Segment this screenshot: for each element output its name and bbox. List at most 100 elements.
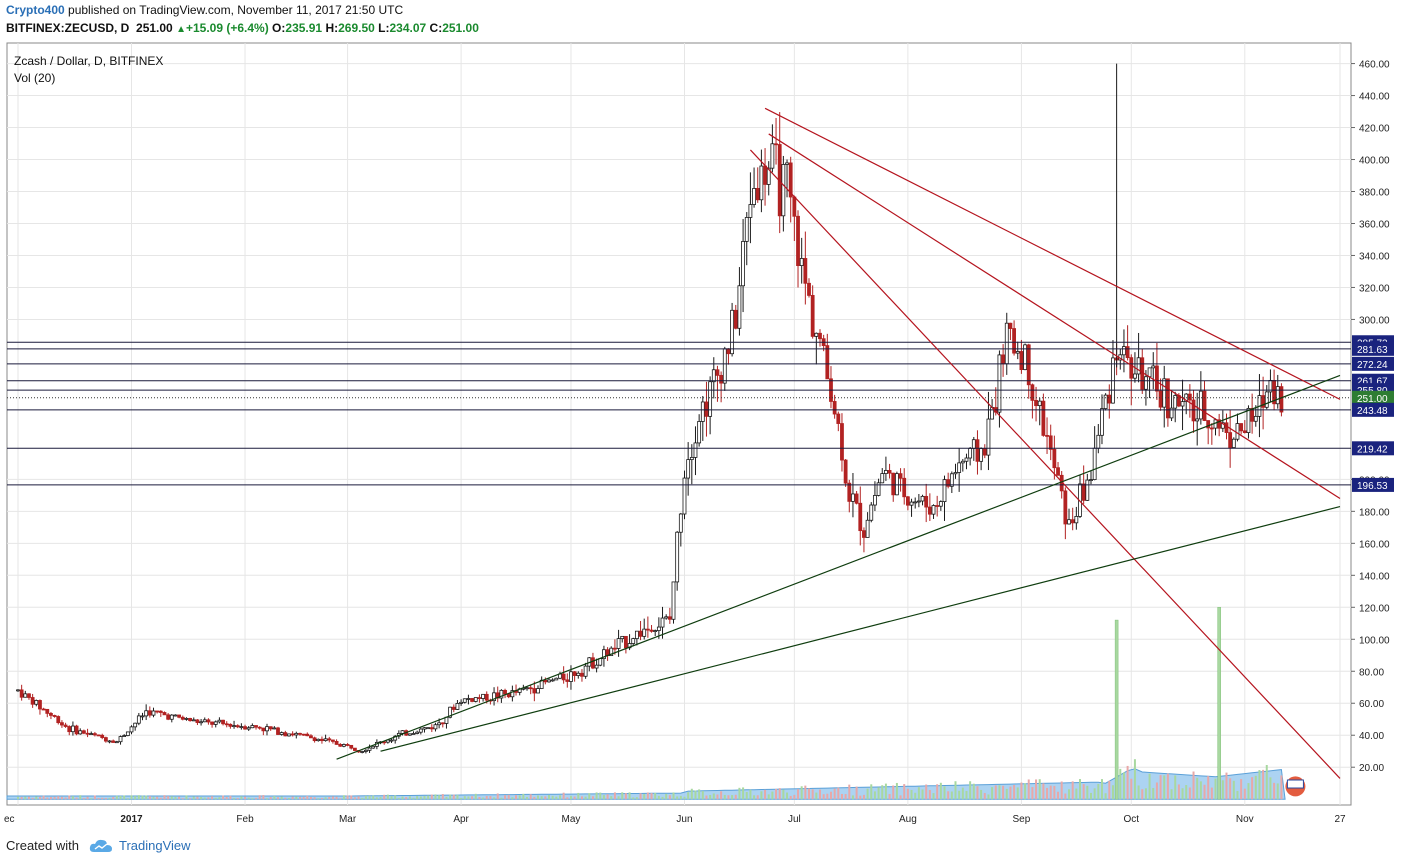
candle-body bbox=[569, 671, 573, 682]
volume-bar bbox=[170, 796, 173, 800]
volume-bar bbox=[317, 798, 320, 800]
author-link[interactable]: Crypto400 bbox=[6, 3, 65, 17]
candle-body bbox=[711, 369, 716, 383]
volume-bar bbox=[137, 795, 140, 800]
candle-body bbox=[594, 664, 599, 669]
candle-body bbox=[1228, 432, 1233, 448]
volume-bar bbox=[24, 796, 27, 800]
volume-bar bbox=[130, 795, 133, 800]
candle-body bbox=[532, 688, 537, 694]
x-tick-label: Sep bbox=[1013, 814, 1031, 825]
candle-body bbox=[759, 165, 764, 201]
candle-body bbox=[78, 730, 83, 735]
volume-bar bbox=[1020, 782, 1023, 800]
volume-bar bbox=[1068, 789, 1071, 800]
volume-bar bbox=[800, 786, 803, 800]
candle-body bbox=[279, 732, 284, 735]
volume-bar bbox=[745, 792, 748, 800]
volume-bar bbox=[859, 795, 862, 800]
tradingview-brand[interactable]: TradingView bbox=[118, 838, 191, 853]
candle-body bbox=[770, 143, 775, 169]
volume-bar bbox=[493, 797, 496, 800]
candle-body bbox=[1004, 322, 1009, 365]
volume-bar bbox=[368, 795, 371, 800]
volume-bar bbox=[145, 795, 148, 800]
candle-body bbox=[682, 477, 687, 515]
volume-bar bbox=[976, 786, 979, 800]
candle-body bbox=[334, 741, 339, 745]
candle-body bbox=[561, 673, 566, 681]
volume-bar bbox=[178, 796, 181, 800]
candle-body bbox=[1012, 328, 1016, 354]
candle-body bbox=[125, 731, 130, 736]
volume-bar bbox=[1185, 785, 1188, 800]
volume-bar bbox=[115, 795, 118, 800]
volume-bar bbox=[756, 795, 759, 800]
candle-body bbox=[916, 500, 921, 503]
candle-body bbox=[34, 700, 39, 705]
candle-body bbox=[221, 719, 225, 725]
candle-body bbox=[781, 164, 786, 217]
y-tick-label: 460.00 bbox=[1359, 60, 1390, 71]
y-tick-label: 440.00 bbox=[1359, 92, 1390, 103]
candle-body bbox=[836, 413, 841, 424]
candle-body bbox=[510, 690, 515, 698]
volume-bar bbox=[64, 797, 67, 800]
volume-bar bbox=[1122, 772, 1125, 800]
candle-body bbox=[305, 733, 310, 737]
candle-body bbox=[155, 710, 160, 713]
candle-body bbox=[360, 751, 365, 753]
volume-bar bbox=[93, 795, 96, 800]
volume-bar bbox=[1214, 778, 1217, 800]
candle-body bbox=[591, 657, 595, 669]
candle-body bbox=[503, 689, 507, 695]
candle-body bbox=[470, 698, 474, 702]
volume-bar bbox=[537, 795, 540, 800]
candle-body bbox=[349, 744, 354, 749]
candle-body bbox=[1030, 384, 1035, 401]
legend-volume: Vol (20) bbox=[14, 71, 56, 85]
volume-bar bbox=[148, 796, 151, 800]
volume-bar bbox=[1196, 777, 1199, 800]
volume-bar bbox=[1210, 787, 1213, 800]
candle-body bbox=[1023, 344, 1027, 371]
volume-bar bbox=[152, 796, 155, 800]
candle-body bbox=[462, 698, 467, 703]
volume-bar bbox=[635, 797, 638, 800]
volume-bar bbox=[738, 787, 741, 800]
volume-bar bbox=[815, 792, 818, 800]
candle-body bbox=[843, 459, 848, 484]
volume-bar bbox=[445, 796, 448, 800]
volume-bar bbox=[991, 787, 994, 800]
volume-bar bbox=[1027, 779, 1030, 800]
candle-body bbox=[1067, 519, 1071, 525]
candle-body bbox=[1242, 430, 1247, 433]
high-value: 269.50 bbox=[338, 21, 375, 35]
y-tick-label: 380.00 bbox=[1359, 188, 1390, 199]
volume-bar bbox=[1181, 788, 1184, 800]
volume-bar bbox=[613, 792, 616, 800]
chart-canvas[interactable]: 20.00 40.00 60.00 80.00 100.00 120.00 140.00 16… bbox=[0, 40, 1404, 830]
volume-bar bbox=[573, 796, 576, 800]
volume-bar bbox=[881, 785, 884, 800]
candle-body bbox=[71, 725, 75, 733]
volume-bar bbox=[522, 793, 525, 800]
high-label: H: bbox=[325, 21, 339, 35]
volume-bar bbox=[1057, 791, 1060, 800]
volume-bar bbox=[313, 797, 316, 800]
volume-bar bbox=[903, 784, 906, 800]
candle-body bbox=[1041, 400, 1046, 436]
candle-body bbox=[832, 401, 837, 415]
volume-bar bbox=[1002, 785, 1005, 800]
tradingview-link[interactable]: TradingView bbox=[85, 838, 191, 853]
candle-body bbox=[23, 693, 28, 698]
candle-body bbox=[1052, 448, 1057, 469]
candle-body bbox=[1026, 344, 1031, 386]
volume-bar bbox=[797, 789, 800, 800]
candle-body bbox=[103, 737, 108, 742]
volume-bar bbox=[1024, 783, 1027, 800]
volume-bar bbox=[302, 796, 305, 800]
volume-bar bbox=[639, 793, 642, 800]
volume-bar bbox=[335, 796, 338, 800]
candle-body bbox=[107, 740, 112, 743]
